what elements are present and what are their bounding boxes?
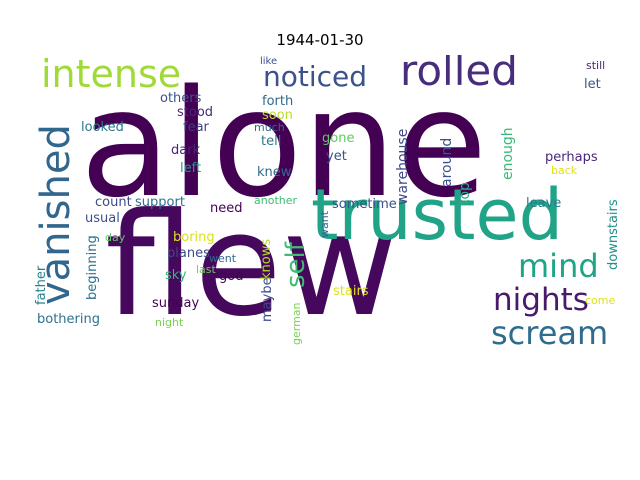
word-like: like — [260, 56, 278, 67]
word-day: day — [105, 231, 126, 244]
word-count: count — [95, 195, 132, 210]
word-cloud: alone flew trusted rolled intense vanish… — [33, 55, 619, 348]
word-flew: flew — [105, 183, 398, 348]
word-warehouse: warehouse — [395, 128, 411, 205]
word-stood: stood — [177, 105, 214, 120]
word-stairs: stairs — [333, 284, 369, 299]
word-sunday: sunday — [152, 296, 200, 311]
word-let: let — [584, 77, 601, 92]
word-top: top — [457, 182, 473, 205]
word-need: need — [210, 201, 243, 216]
word-last: last — [196, 263, 216, 276]
word-come: come — [585, 294, 616, 307]
word-intense: intense — [41, 55, 182, 96]
word-tell: tell — [261, 134, 282, 149]
word-around: around — [439, 137, 455, 187]
word-downstairs: downstairs — [606, 199, 619, 270]
word-gone: gone — [322, 131, 355, 146]
word-rolled: rolled — [400, 55, 518, 95]
word-knows: knows — [259, 238, 274, 280]
cloud-title: 1944-01-30 — [276, 31, 364, 49]
word-god: god — [219, 269, 244, 284]
word-usual: usual — [85, 211, 120, 226]
word-knew: knew — [257, 165, 292, 180]
word-forth: forth — [262, 94, 294, 109]
word-back: back — [551, 164, 578, 177]
word-maybe: maybe — [260, 277, 275, 322]
word-sky: sky — [165, 268, 187, 283]
word-night: night — [155, 316, 184, 329]
word-bothering: bothering — [37, 312, 100, 327]
word-still: still — [586, 59, 606, 72]
word-dark: dark — [171, 143, 201, 158]
word-enough: enough — [500, 127, 516, 180]
word-planes: planes — [167, 246, 210, 261]
word-left: left — [180, 161, 202, 176]
word-yet: yet — [326, 149, 347, 164]
word-german: german — [290, 302, 303, 345]
word-looked: looked — [81, 120, 124, 135]
word-father: father — [34, 265, 49, 305]
word-support: support — [135, 195, 185, 210]
word-noticed: noticed — [263, 60, 368, 93]
word-sometime: sometime — [332, 197, 397, 212]
word-another: another — [254, 194, 298, 207]
word-much: much — [254, 121, 285, 134]
word-others: others — [160, 91, 202, 106]
word-trusted: trusted — [311, 174, 564, 256]
word-boring: boring — [173, 230, 215, 245]
word-want: want — [318, 210, 331, 238]
word-nights: nights — [493, 282, 589, 318]
word-mind: mind — [518, 247, 599, 285]
word-alone: alone — [80, 58, 488, 230]
word-self: self — [281, 242, 311, 288]
word-beginning: beginning — [85, 235, 100, 300]
word-soon: soon — [262, 108, 293, 123]
word-leave: leave — [526, 196, 562, 211]
word-scream: scream — [491, 314, 609, 348]
word-fear: fear — [183, 120, 209, 135]
word-perhaps: perhaps — [545, 150, 598, 165]
word-went: went — [209, 252, 237, 265]
